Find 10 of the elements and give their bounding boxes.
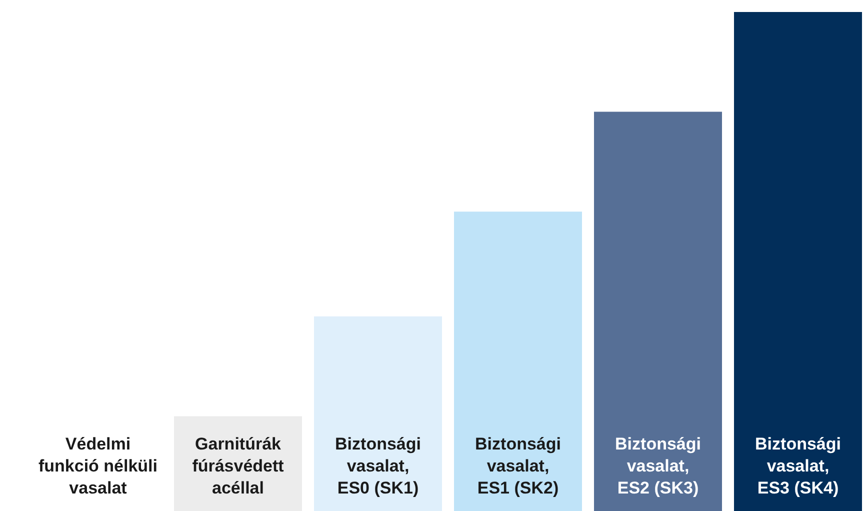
- x-tick-label: Biztonsági vasalat, ES2 (SK3): [615, 434, 701, 498]
- x-tick-label: Biztonsági vasalat, ES3 (SK4): [755, 434, 841, 498]
- x-tick-label: Biztonsági vasalat, ES1 (SK2): [475, 434, 561, 498]
- bar: [454, 212, 582, 511]
- x-tick-label: Garnitúrák fúrásvédett acéllal: [192, 434, 284, 498]
- bar: [314, 316, 442, 511]
- bar: [734, 12, 862, 511]
- bar: [594, 112, 722, 511]
- x-tick-label: Biztonsági vasalat, ES0 (SK1): [335, 434, 421, 498]
- x-tick-label: Védelmi funkció nélküli vasalat: [38, 434, 158, 498]
